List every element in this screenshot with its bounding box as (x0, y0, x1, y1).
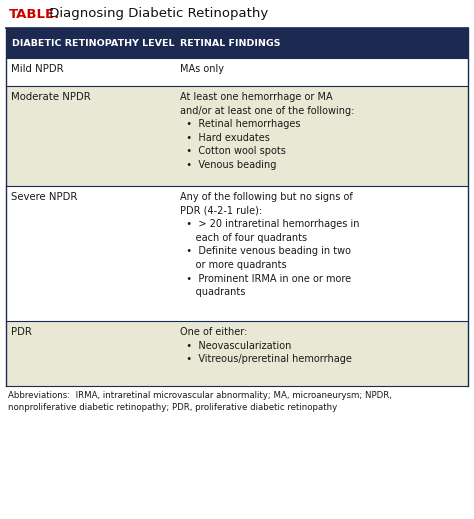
Bar (6, 58, 468, 86)
Text: Abbreviations:  IRMA, intraretinal microvascular abnormality; MA, microaneurysm;: Abbreviations: IRMA, intraretinal microv… (8, 391, 392, 412)
Bar (6, 321, 468, 386)
Bar (6, 28, 468, 58)
Text: DIABETIC RETINOPATHY LEVEL: DIABETIC RETINOPATHY LEVEL (12, 38, 174, 48)
Text: RETINAL FINDINGS: RETINAL FINDINGS (180, 38, 281, 48)
Text: At least one hemorrhage or MA
and/or at least one of the following:
  •  Retinal: At least one hemorrhage or MA and/or at … (180, 92, 355, 170)
Text: Severe NPDR: Severe NPDR (11, 192, 77, 202)
Text: Moderate NPDR: Moderate NPDR (11, 92, 91, 102)
Text: One of either:
  •  Neovascularization
  •  Vitreous/preretinal hemorrhage: One of either: • Neovascularization • Vi… (180, 327, 352, 364)
Text: Diagnosing Diabetic Retinopathy: Diagnosing Diabetic Retinopathy (45, 7, 268, 20)
Text: Mild NPDR: Mild NPDR (11, 64, 64, 74)
Text: PDR: PDR (11, 327, 32, 337)
Text: Any of the following but no signs of
PDR (4-2-1 rule):
  •  > 20 intraretinal he: Any of the following but no signs of PDR… (180, 192, 359, 297)
Text: MAs only: MAs only (180, 64, 224, 74)
Bar (6, 86, 468, 186)
Text: TABLE.: TABLE. (9, 7, 60, 20)
Bar (6, 186, 468, 321)
